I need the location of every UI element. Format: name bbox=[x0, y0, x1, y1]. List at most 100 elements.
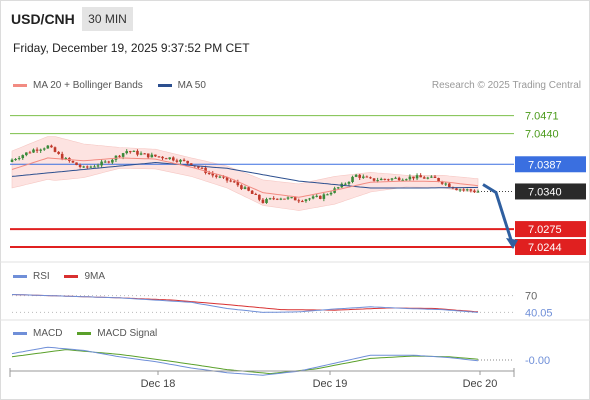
candle-body bbox=[422, 177, 426, 179]
candle-body bbox=[111, 159, 114, 163]
candle-body bbox=[32, 149, 35, 153]
candle-body bbox=[290, 197, 293, 199]
candle-body bbox=[172, 157, 175, 161]
candle-body bbox=[57, 151, 60, 154]
candle-body bbox=[89, 166, 93, 168]
candle-body bbox=[42, 148, 46, 150]
level-label: 7.0244 bbox=[528, 242, 562, 254]
candle-body bbox=[139, 153, 143, 155]
time-axis-label: Dec 18 bbox=[141, 378, 176, 390]
candle-body bbox=[143, 153, 146, 155]
candle-body bbox=[25, 152, 28, 156]
candle-body bbox=[329, 192, 333, 195]
level-label: 7.0471 bbox=[525, 111, 559, 123]
candle-body bbox=[35, 149, 39, 151]
candle-body bbox=[222, 176, 225, 178]
candle-body bbox=[60, 153, 64, 160]
candle-body bbox=[236, 181, 240, 186]
candle-body bbox=[78, 165, 82, 167]
ma50-line bbox=[11, 161, 479, 189]
level-label: 7.0440 bbox=[525, 129, 559, 141]
candle-body bbox=[215, 175, 218, 177]
candle-body bbox=[161, 156, 164, 159]
candle-body bbox=[351, 176, 354, 182]
candle-body bbox=[247, 187, 250, 191]
candle-body bbox=[315, 195, 318, 197]
candle-body bbox=[440, 181, 444, 184]
rsi-ma-swatch bbox=[64, 274, 79, 278]
candle-body bbox=[318, 195, 322, 199]
candle-body bbox=[265, 199, 268, 203]
candle-body bbox=[275, 198, 279, 200]
candle-body bbox=[189, 163, 193, 166]
candle-body bbox=[53, 147, 57, 152]
candle-body bbox=[268, 198, 272, 200]
forecast-arrow bbox=[482, 183, 514, 244]
candle-body bbox=[200, 167, 204, 169]
candle-body bbox=[462, 189, 465, 191]
candle-body bbox=[14, 159, 17, 161]
interval-badge[interactable]: 30 MIN bbox=[82, 7, 133, 31]
candle-body bbox=[182, 159, 186, 161]
candle-body bbox=[430, 176, 433, 178]
ma50-swatch bbox=[157, 83, 172, 87]
candle-body bbox=[250, 190, 254, 194]
candle-body bbox=[118, 155, 121, 157]
candle-body bbox=[164, 158, 168, 160]
rsi-level-label: 70 bbox=[525, 291, 537, 303]
candle-body bbox=[347, 181, 351, 184]
candle-body bbox=[379, 178, 383, 181]
legend-macd-signal: MACD Signal bbox=[77, 328, 157, 339]
candle-body bbox=[437, 178, 440, 182]
candle-body bbox=[64, 158, 68, 160]
candle-body bbox=[150, 154, 154, 158]
level-label-box bbox=[515, 221, 586, 238]
candle-body bbox=[229, 180, 232, 182]
level-label-box bbox=[515, 156, 586, 173]
level-label-box bbox=[515, 239, 586, 256]
candle-body bbox=[394, 177, 397, 179]
candle-body bbox=[444, 183, 448, 185]
candle-body bbox=[293, 197, 297, 201]
rsi-swatch bbox=[13, 274, 27, 278]
candle-body bbox=[28, 152, 32, 154]
candle-body bbox=[154, 154, 157, 157]
candle-body bbox=[401, 179, 405, 181]
rsi-line bbox=[11, 294, 479, 313]
candle-body bbox=[197, 166, 200, 168]
candle-body bbox=[240, 185, 243, 189]
candle-body bbox=[297, 200, 301, 202]
candle-body bbox=[311, 196, 315, 199]
candle-body bbox=[107, 161, 111, 163]
candle-body bbox=[365, 176, 369, 178]
candle-body bbox=[354, 174, 358, 177]
candle-body bbox=[96, 165, 100, 167]
candle-body bbox=[286, 197, 290, 199]
candle-body bbox=[17, 158, 21, 160]
rsi-level-label: 40.05 bbox=[525, 307, 553, 319]
candle-body bbox=[243, 187, 247, 189]
candle-body bbox=[336, 187, 340, 189]
candle-body bbox=[211, 173, 215, 176]
macd-line bbox=[11, 346, 479, 376]
candle-body bbox=[408, 176, 412, 180]
candle-body bbox=[301, 201, 304, 203]
candle-body bbox=[85, 166, 89, 168]
candle-body bbox=[383, 178, 387, 180]
level-label: 7.0275 bbox=[528, 224, 562, 236]
macd-swatch bbox=[13, 331, 27, 335]
candle-body bbox=[100, 161, 103, 166]
candle-body bbox=[308, 198, 311, 200]
macd-signal-swatch bbox=[77, 331, 92, 335]
candle-body bbox=[146, 153, 150, 158]
candle-body bbox=[136, 150, 139, 155]
candle-body bbox=[168, 157, 172, 159]
candle-body bbox=[415, 175, 419, 179]
candle-body bbox=[179, 159, 182, 162]
level-label-box bbox=[515, 183, 586, 200]
candle-body bbox=[322, 194, 326, 199]
candle-body bbox=[93, 166, 96, 168]
candle-body bbox=[261, 199, 265, 203]
forecast-arrowhead bbox=[506, 238, 518, 250]
